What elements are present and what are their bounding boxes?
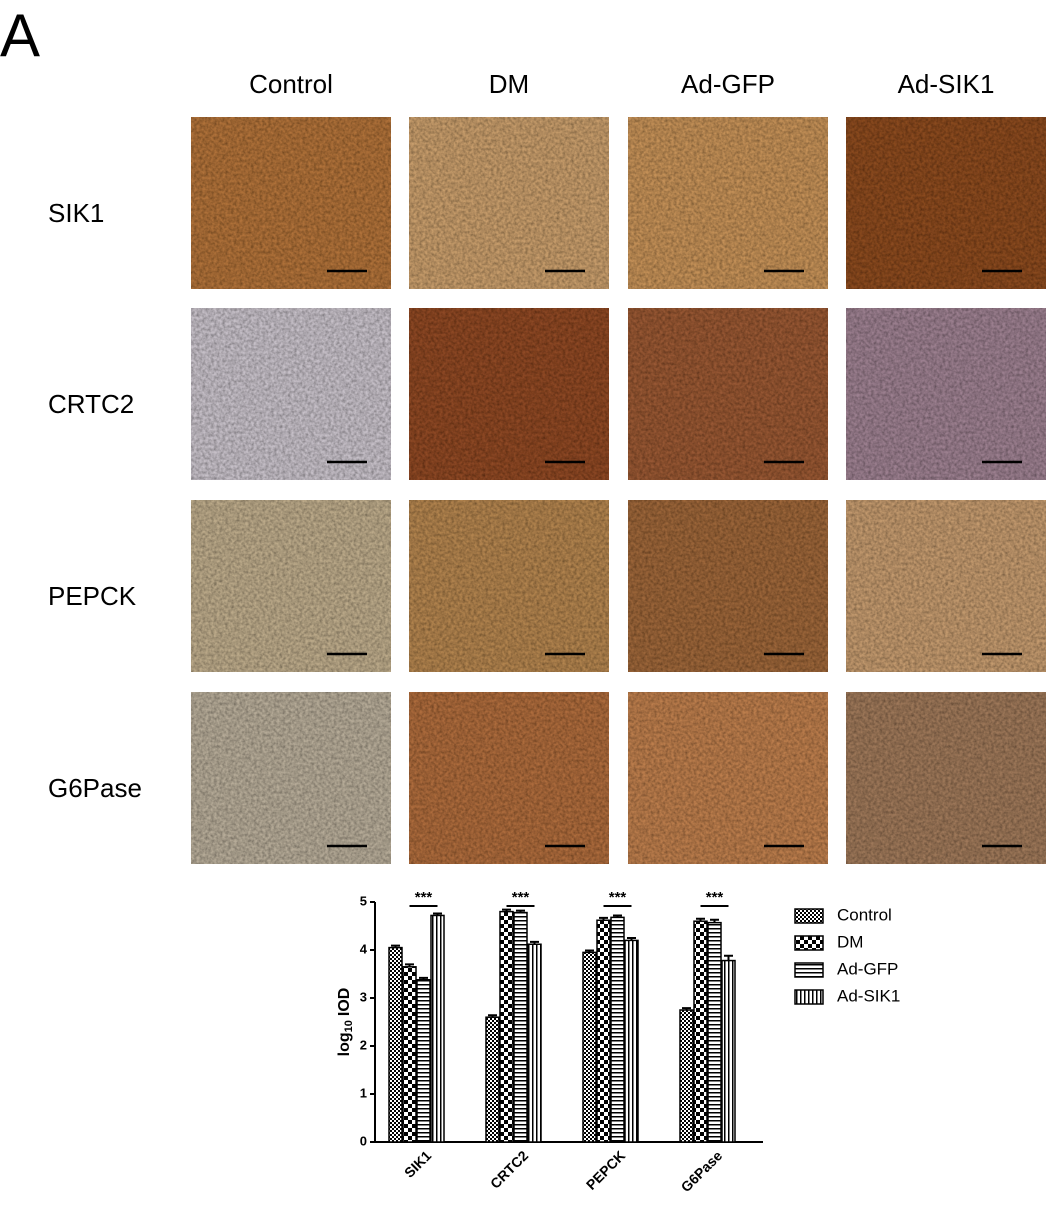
bar (610, 916, 625, 1143)
row-label: SIK1 (48, 198, 104, 228)
bar (582, 951, 597, 1143)
legend-label: Control (837, 905, 892, 924)
legend-swatch (794, 962, 824, 978)
micrograph (191, 692, 391, 864)
y-axis-label-part: 10 (343, 1020, 355, 1032)
bar (596, 919, 611, 1143)
error-bar (696, 917, 705, 922)
error-bar (433, 912, 442, 916)
bar (624, 939, 639, 1143)
y-axis-label-part: log (336, 1032, 353, 1056)
micrograph (191, 500, 391, 672)
x-tick-label: CRTC2 (487, 1147, 531, 1191)
y-tick-label: 5 (360, 893, 367, 908)
column-header: Control (249, 69, 333, 99)
significance-label: *** (415, 889, 433, 906)
error-bar (613, 914, 622, 918)
error-bar (405, 963, 414, 967)
micrograph (628, 308, 828, 480)
legend-label: DM (837, 932, 863, 951)
y-tick-label: 3 (360, 989, 367, 1004)
bar (430, 914, 445, 1143)
y-axis-label: log10 IOD (336, 988, 355, 1057)
micrograph (846, 117, 1046, 289)
legend-swatch (794, 989, 824, 1005)
error-bar (530, 940, 539, 945)
error-bar (627, 937, 636, 941)
bar (527, 943, 542, 1143)
row-label: PEPCK (48, 581, 137, 611)
bar-chart: 0 1 2 3 4 5 log10 IOD *** SIK1 *** CRTC2 *** PEPCK ***… (336, 889, 900, 1195)
micrograph (409, 500, 609, 672)
x-tick-label: PEPCK (583, 1147, 628, 1192)
significance-label: *** (512, 889, 530, 906)
bar (416, 979, 431, 1143)
error-bar (710, 918, 719, 923)
bar (693, 920, 708, 1143)
error-bar (682, 1007, 691, 1010)
error-bar (391, 944, 400, 948)
column-header: Ad-SIK1 (898, 69, 995, 99)
error-bar (585, 949, 594, 953)
legend-label: Ad-SIK1 (837, 986, 900, 1005)
micrograph (409, 308, 609, 480)
x-tick-label: SIK1 (401, 1147, 434, 1180)
bar (499, 910, 514, 1143)
micrograph (628, 692, 828, 864)
row-label: G6Pase (48, 773, 142, 803)
error-bar (599, 916, 608, 921)
micrograph (628, 117, 828, 289)
bar (402, 966, 417, 1143)
legend-swatch (794, 935, 824, 951)
legend-label: Ad-GFP (837, 959, 898, 978)
bar (721, 959, 736, 1143)
micrograph (846, 500, 1046, 672)
error-bar (724, 954, 733, 961)
error-bar (502, 908, 511, 912)
row-label: CRTC2 (48, 389, 134, 419)
micrograph (409, 692, 609, 864)
micrograph (846, 692, 1046, 864)
y-tick-label: 0 (360, 1133, 367, 1148)
bar (679, 1009, 694, 1143)
bar (485, 1016, 500, 1143)
y-tick-label: 2 (360, 1037, 367, 1052)
error-bar (419, 976, 428, 980)
y-tick-label: 1 (360, 1085, 367, 1100)
column-header: Ad-GFP (681, 69, 775, 99)
panel-label: A (0, 2, 40, 69)
y-axis-label-part: IOD (336, 988, 353, 1016)
error-bar (516, 909, 525, 913)
x-tick-label: G6Pase (678, 1147, 726, 1195)
micrograph (628, 500, 828, 672)
image-grid: Control DM Ad-GFP Ad-SIK1 SIK1 CRTC2 PEPCK G6Pa… (48, 69, 1046, 864)
bar (513, 911, 528, 1143)
micrograph (191, 308, 391, 480)
error-bar (488, 1014, 497, 1018)
significance-label: *** (609, 889, 627, 906)
bar (388, 946, 403, 1143)
bar (707, 921, 722, 1143)
micrograph (846, 308, 1046, 480)
micrograph (409, 117, 609, 289)
micrograph (191, 117, 391, 289)
legend-swatch (794, 908, 824, 924)
column-header: DM (489, 69, 529, 99)
significance-label: *** (706, 889, 724, 906)
y-tick-label: 4 (360, 941, 368, 956)
